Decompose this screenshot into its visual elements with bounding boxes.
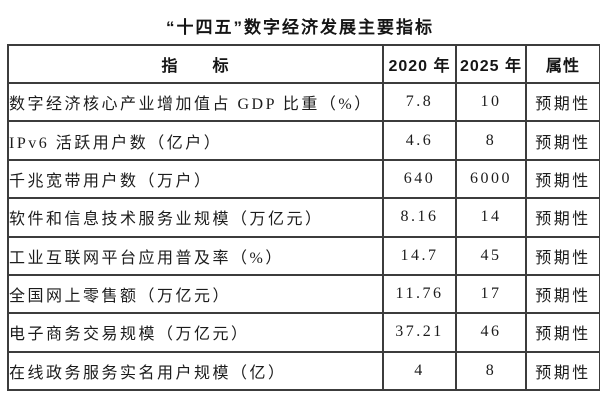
indicator-cell: 全国网上零售额（万亿元） — [7, 273, 384, 315]
value-2020-cell: 640 — [382, 158, 457, 200]
attribute-cell: 预期性 — [525, 120, 600, 161]
table-row: 软件和信息技术服务业规模（万亿元） 8.16 14 预期性 — [7, 197, 600, 238]
col-header-attribute: 属性 — [525, 44, 600, 84]
attribute-cell: 预期性 — [525, 197, 600, 238]
value-2025-cell: 10 — [455, 81, 527, 123]
table-row: 在线政务服务实名用户规模（亿） 4 8 预期性 — [7, 350, 600, 392]
attribute-cell: 预期性 — [525, 81, 600, 123]
value-2020-cell: 4.6 — [382, 120, 457, 161]
indicator-cell: 千兆宽带用户数（万户） — [7, 158, 384, 200]
value-2025-cell: 6000 — [455, 158, 527, 200]
table-row: 工业互联网平台应用普及率（%） 14.7 45 预期性 — [7, 235, 600, 276]
attribute-cell: 预期性 — [525, 350, 600, 392]
indicator-cell: IPv6 活跃用户数（亿户） — [7, 120, 384, 161]
table-header-row: 指 标 2020 年 2025 年 属性 — [7, 44, 600, 84]
col-header-2025: 2025 年 — [455, 44, 527, 84]
table-row: 千兆宽带用户数（万户） 640 6000 预期性 — [7, 158, 600, 200]
value-2025-cell: 45 — [455, 235, 527, 276]
value-2025-cell: 17 — [455, 273, 527, 315]
value-2020-cell: 14.7 — [382, 235, 457, 276]
table-row: 电子商务交易规模（万亿元） 37.21 46 预期性 — [7, 312, 600, 353]
indicator-cell: 电子商务交易规模（万亿元） — [7, 312, 384, 353]
table-row: 全国网上零售额（万亿元） 11.76 17 预期性 — [7, 273, 600, 315]
indicator-cell: 在线政务服务实名用户规模（亿） — [7, 350, 384, 392]
attribute-cell: 预期性 — [525, 273, 600, 315]
indicator-cell: 软件和信息技术服务业规模（万亿元） — [7, 197, 384, 238]
indicators-table: 指 标 2020 年 2025 年 属性 数字经济核心产业增加值占 GDP 比重… — [7, 44, 600, 392]
page-title: “十四五”数字经济发展主要指标 — [166, 18, 434, 37]
value-2025-cell: 14 — [455, 197, 527, 238]
value-2020-cell: 8.16 — [382, 197, 457, 238]
value-2020-cell: 4 — [382, 350, 457, 392]
indicator-cell: 工业互联网平台应用普及率（%） — [7, 235, 384, 276]
indicator-cell: 数字经济核心产业增加值占 GDP 比重（%） — [7, 81, 384, 123]
col-header-2020: 2020 年 — [382, 44, 457, 84]
value-2025-cell: 46 — [455, 312, 527, 353]
table-row: IPv6 活跃用户数（亿户） 4.6 8 预期性 — [7, 120, 600, 161]
attribute-cell: 预期性 — [525, 158, 600, 200]
attribute-cell: 预期性 — [525, 312, 600, 353]
col-header-indicator: 指 标 — [7, 44, 384, 84]
value-2020-cell: 37.21 — [382, 312, 457, 353]
value-2020-cell: 11.76 — [382, 273, 457, 315]
value-2020-cell: 7.8 — [382, 81, 457, 123]
value-2025-cell: 8 — [455, 120, 527, 161]
value-2025-cell: 8 — [455, 350, 527, 392]
attribute-cell: 预期性 — [525, 235, 600, 276]
table-row: 数字经济核心产业增加值占 GDP 比重（%） 7.8 10 预期性 — [7, 81, 600, 123]
